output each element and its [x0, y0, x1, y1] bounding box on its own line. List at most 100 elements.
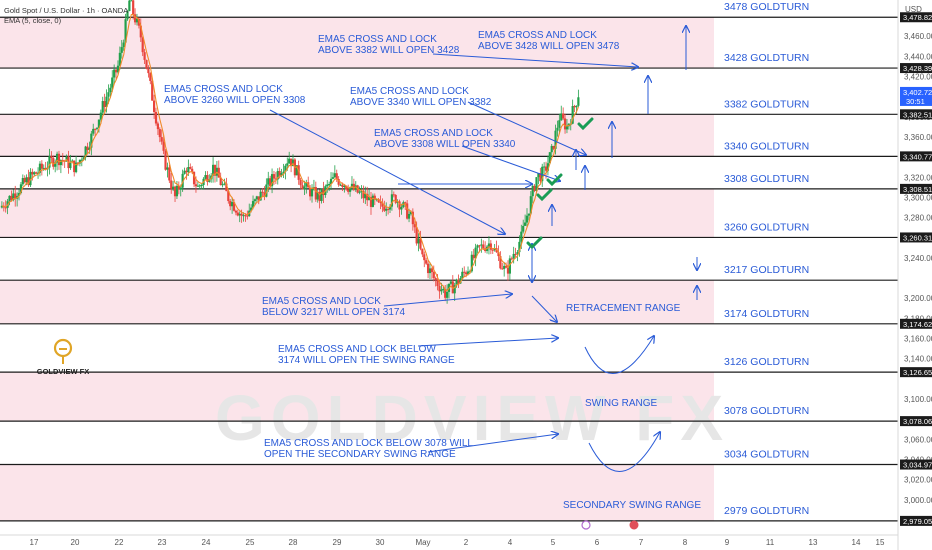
candle-body [59, 159, 62, 166]
candle-body [107, 92, 110, 97]
price-tag [900, 318, 932, 329]
candle-body [489, 243, 492, 250]
indicator-label: EMA (5, close, 0) [4, 16, 62, 25]
y-tick-label: 3,140.000 [904, 355, 932, 364]
candle-body [352, 183, 355, 190]
candle-body [50, 156, 53, 158]
y-tick-label: 3,000.000 [904, 496, 932, 505]
candle-body [328, 183, 331, 185]
candle-body [90, 133, 93, 148]
candle-body [535, 177, 538, 191]
x-tick-label: 20 [71, 538, 80, 547]
annotation-line2: ABOVE 3260 WILL OPEN 3308 [164, 95, 306, 106]
candle-body [191, 168, 194, 172]
candle-body [92, 128, 95, 134]
candle-body [73, 160, 76, 173]
candle-body [419, 238, 422, 249]
candle-body [10, 195, 13, 200]
candle-body [82, 157, 85, 160]
candle-body [539, 173, 542, 182]
candle-body [284, 165, 287, 172]
candle-body [135, 18, 139, 23]
x-tick-label: 22 [115, 538, 124, 547]
price-tag [900, 515, 932, 526]
candle-body [466, 271, 470, 275]
candle-body [348, 187, 352, 192]
x-tick-label: 17 [30, 538, 39, 547]
x-tick-label: 25 [246, 538, 255, 547]
candle-body [497, 252, 500, 257]
annotation-line2: ABOVE 3382 WILL OPEN 3428 [318, 45, 460, 56]
price-tag [900, 109, 932, 120]
candle-body [343, 185, 346, 188]
candle-body [130, 0, 133, 2]
y-axis: 3,460.0003,440.0003,420.0003,380.0003,36… [897, 0, 932, 550]
candle-body [57, 153, 61, 166]
candle-body [31, 171, 34, 175]
candle-body [417, 238, 420, 244]
candle-body [147, 68, 150, 74]
candle-body [4, 207, 7, 209]
candle-body [491, 249, 494, 251]
goldturn-levels: 3478 GOLDTURN 3428 GOLDTURN 3382 GOLDTURN 3… [0, 1, 898, 522]
candle-body [170, 180, 173, 189]
x-tick-label: 13 [809, 538, 818, 547]
candle-body [406, 203, 409, 219]
candle-body [105, 96, 108, 108]
candle-body [282, 171, 285, 174]
candle-body [183, 170, 186, 174]
watermark-text: GOLDVIEW FX [215, 382, 729, 454]
candle-body [358, 191, 361, 193]
candle-body [291, 159, 295, 167]
candle-body [175, 185, 179, 197]
arrow [427, 434, 558, 453]
candle-body [506, 267, 510, 274]
candle-body [78, 159, 82, 164]
goldturn-label: 3382 GOLDTURN [724, 98, 809, 110]
price-tag-text: 3,340.771 [903, 152, 932, 161]
candle-body [537, 173, 540, 178]
candle-body [229, 201, 232, 207]
annotation-line2: ABOVE 3308 WILL OPEN 3340 [374, 139, 516, 150]
candle-body [527, 213, 531, 216]
chart-header: Gold Spot / U.S. Dollar · 1h · OANDA EMA… [4, 5, 922, 25]
candle-body [36, 172, 40, 174]
candle-body [206, 175, 209, 182]
swing-range-label: SWING RANGE [585, 398, 658, 409]
candle-body [151, 80, 154, 101]
candle-body [512, 253, 515, 259]
x-tick-label: 24 [202, 538, 211, 547]
candle-body [185, 170, 188, 173]
candle-body [322, 188, 325, 196]
candle-body [573, 106, 576, 108]
candles [0, 0, 580, 304]
y-tick-label: 3,420.000 [904, 73, 932, 82]
arrow [467, 101, 586, 155]
candle-body [122, 42, 125, 48]
arrow [269, 109, 505, 234]
candle-body [29, 171, 32, 186]
candle-body [295, 165, 298, 176]
check-icon [577, 117, 594, 131]
annotation-line1: EMA5 CROSS AND LOCK BELOW 3078 WILL [264, 438, 473, 449]
goldturn-band [0, 114, 714, 157]
goldturn-label: 3340 GOLDTURN [724, 140, 809, 152]
candle-body [114, 69, 118, 73]
y-tick-label: 3,280.000 [904, 214, 932, 223]
price-tag-text: 3,260.314 [903, 233, 932, 242]
candle-body [261, 191, 264, 193]
x-tick-label: 11 [766, 538, 775, 547]
candle-body [272, 174, 276, 179]
arrow [383, 294, 512, 307]
candle-body [415, 227, 418, 244]
candle-body [179, 187, 182, 190]
goldturn-label: 3478 GOLDTURN [724, 1, 809, 13]
candle-body [145, 59, 148, 69]
candle-body [455, 279, 458, 286]
candle-body [189, 167, 192, 169]
candle-body [369, 197, 373, 207]
logo-text: GOLDVIEW FX [37, 367, 90, 376]
candle-body [508, 258, 511, 274]
candle-body [240, 213, 243, 216]
candle-body [111, 77, 114, 88]
